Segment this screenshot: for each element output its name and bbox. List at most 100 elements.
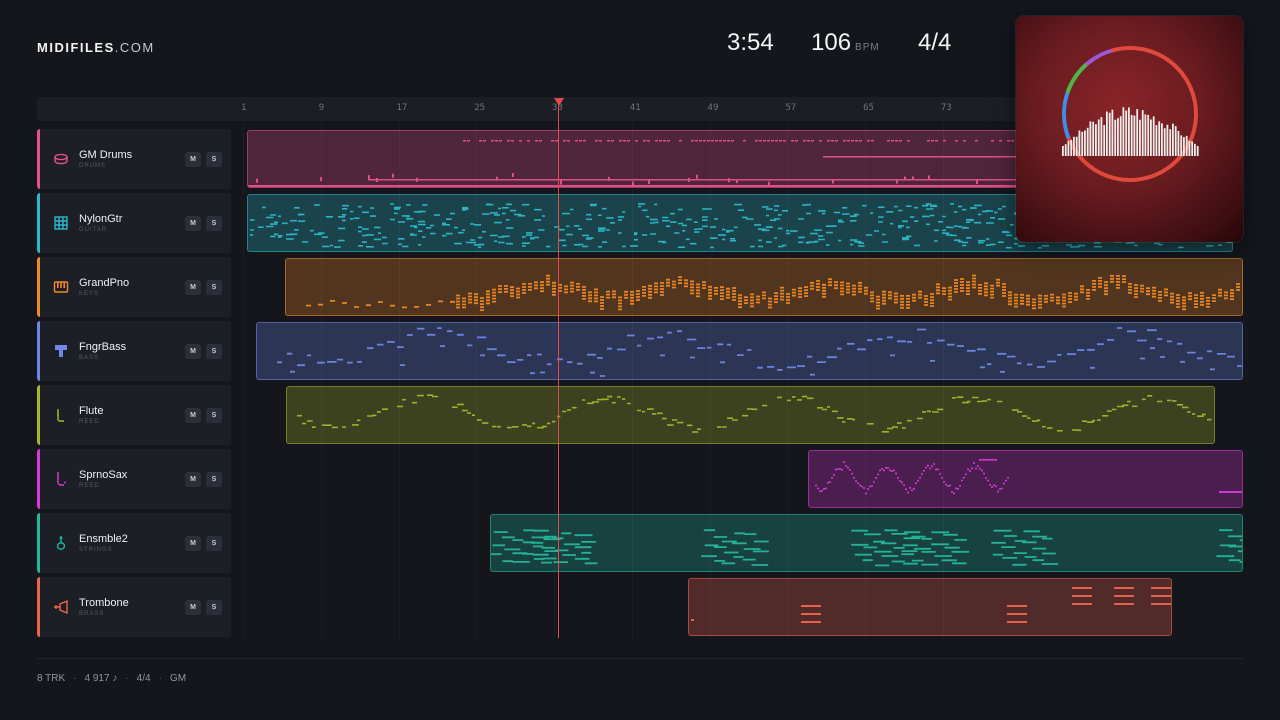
ruler-tick: 33: [552, 103, 563, 113]
track-name: GM Drums: [79, 149, 133, 161]
track-header[interactable]: Trombone BRASS M S: [37, 577, 231, 637]
bar-gridline: [243, 123, 244, 638]
bar-gridline: [943, 123, 944, 638]
spectrum-ring-icon: [1062, 46, 1199, 182]
track-name: Flute: [79, 405, 104, 417]
mute-button[interactable]: M: [185, 152, 201, 167]
mute-button[interactable]: M: [185, 280, 201, 295]
solo-button[interactable]: S: [206, 280, 222, 295]
bar-gridline: [554, 123, 555, 638]
ruler-tick: 73: [940, 103, 952, 113]
trombone-icon: [53, 599, 69, 615]
album-cover-visualizer: [1016, 16, 1243, 242]
note-count: 4 917 ♪: [84, 673, 118, 684]
ruler-tick: 9: [318, 103, 325, 113]
sax-icon: [53, 471, 69, 487]
bar-gridline: [321, 123, 322, 638]
ruler-tick: 57: [785, 103, 797, 113]
track-color-strip: [37, 257, 40, 317]
track-category: DRUMS: [79, 163, 106, 169]
track-category: BASS: [79, 355, 100, 361]
note-pattern: [691, 587, 1171, 623]
solo-button[interactable]: S: [206, 344, 222, 359]
ruler-tick: 25: [474, 103, 486, 113]
mute-button[interactable]: M: [185, 600, 201, 615]
logo-domain: .COM: [114, 40, 155, 55]
note-pattern: [297, 394, 1212, 433]
tempo-display: 106 BPM: [811, 29, 880, 59]
playhead[interactable]: [558, 101, 559, 638]
track-category: GUITAR: [79, 227, 108, 233]
track-category: KEYS: [79, 291, 100, 297]
track-clip[interactable]: [256, 322, 1243, 380]
track-name: FngrBass: [79, 341, 127, 353]
bar-gridline: [399, 123, 400, 638]
mute-button[interactable]: M: [185, 536, 201, 551]
track-category: REED: [79, 483, 100, 489]
drum-icon: [53, 151, 69, 167]
track-color-strip: [37, 385, 40, 445]
track-clip[interactable]: [490, 514, 1243, 572]
track-header[interactable]: SprnoSax REED M S: [37, 449, 231, 509]
mute-button[interactable]: M: [185, 344, 201, 359]
tempo-unit: BPM: [855, 42, 880, 53]
track-header[interactable]: GM Drums DRUMS M S: [37, 129, 231, 189]
tempo-value: 106: [811, 29, 852, 56]
track-name: NylonGtr: [79, 213, 123, 225]
track-name: SprnoSax: [79, 469, 128, 481]
solo-button[interactable]: S: [206, 600, 222, 615]
track-header[interactable]: Flute REED M S: [37, 385, 231, 445]
footer-divider: [37, 658, 1243, 659]
track-header[interactable]: GrandPno KEYS M S: [37, 257, 231, 317]
flute-icon: [53, 407, 69, 423]
track-header[interactable]: FngrBass BASS M S: [37, 321, 231, 381]
mute-button[interactable]: M: [185, 408, 201, 423]
solo-button[interactable]: S: [206, 536, 222, 551]
ruler-tick: 65: [863, 103, 874, 113]
mute-button[interactable]: M: [185, 216, 201, 231]
track-clip[interactable]: [285, 258, 1243, 316]
mute-button[interactable]: M: [185, 472, 201, 487]
solo-button[interactable]: S: [206, 408, 222, 423]
bar-gridline: [710, 123, 711, 638]
track-clip[interactable]: [688, 578, 1172, 636]
track-color-strip: [37, 449, 40, 509]
playhead-handle[interactable]: [554, 98, 564, 106]
bar-gridline: [476, 123, 477, 638]
track-category: STRINGS: [79, 547, 113, 553]
site-logo[interactable]: MIDIFILES.COM: [37, 40, 155, 55]
solo-button[interactable]: S: [206, 216, 222, 231]
ruler-tick: 17: [396, 103, 408, 113]
footer-signature: 4/4: [136, 673, 151, 684]
note-pattern: [306, 274, 1240, 311]
bass-icon: [53, 343, 69, 359]
track-color-strip: [37, 193, 40, 253]
ruler-tick: 41: [629, 103, 641, 113]
track-header[interactable]: NylonGtr GUITAR M S: [37, 193, 231, 253]
track-name: Ensmble2: [79, 533, 128, 545]
track-category: BRASS: [79, 611, 105, 617]
track-clip[interactable]: [808, 450, 1243, 508]
bar-gridline: [865, 123, 866, 638]
file-summary: 8 TRK · 4 917 ♪ · 4/4 · GM: [37, 673, 187, 684]
note-pattern: [491, 529, 1242, 567]
track-color-strip: [37, 513, 40, 573]
ruler-tick: 1: [241, 103, 247, 113]
duration-display: 3:54: [727, 29, 774, 56]
track-color-strip: [37, 129, 40, 189]
solo-button[interactable]: S: [206, 472, 222, 487]
track-count: 8 TRK: [37, 673, 66, 684]
note-pattern: [257, 327, 1242, 379]
piano-icon: [53, 279, 69, 295]
bar-gridline: [787, 123, 788, 638]
track-clip[interactable]: [286, 386, 1215, 444]
strings-icon: [53, 535, 69, 551]
track-category: REED: [79, 419, 100, 425]
note-pattern: [815, 459, 1242, 495]
guitar-grid-icon: [53, 215, 69, 231]
track-color-strip: [37, 321, 40, 381]
logo-bold: MIDIFILES: [37, 40, 115, 55]
track-header[interactable]: Ensmble2 STRINGS M S: [37, 513, 231, 573]
solo-button[interactable]: S: [206, 152, 222, 167]
track-color-strip: [37, 577, 40, 637]
